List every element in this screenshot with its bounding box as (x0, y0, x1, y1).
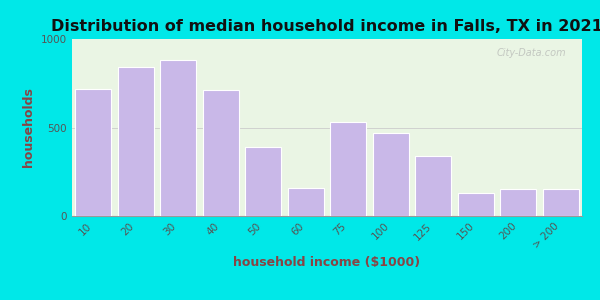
Bar (415, 156, 451, 216)
Bar (245, 147, 281, 216)
X-axis label: household income ($1000): household income ($1000) (233, 256, 421, 269)
Bar (542, 190, 579, 216)
Bar (458, 193, 494, 216)
Bar (75, 88, 112, 216)
Title: Distribution of median household income in Falls, TX in 2021: Distribution of median household income … (51, 19, 600, 34)
Bar (500, 190, 536, 216)
Y-axis label: households: households (22, 88, 35, 167)
Bar (160, 60, 196, 216)
Bar (330, 122, 367, 216)
Bar (287, 188, 324, 216)
Text: City-Data.com: City-Data.com (497, 48, 567, 58)
Bar (203, 90, 239, 216)
Bar (373, 133, 409, 216)
Bar (118, 67, 154, 216)
